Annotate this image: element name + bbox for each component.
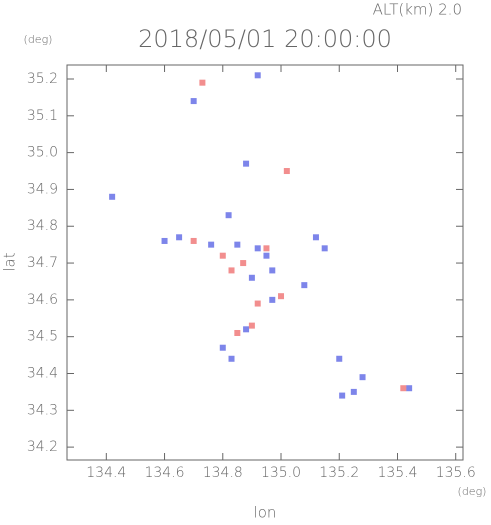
point <box>243 326 250 333</box>
y-tick-label: 34.3 <box>27 402 58 418</box>
y-tick-label: 35.2 <box>27 71 58 87</box>
x-unit: (deg) <box>458 485 487 498</box>
y-tick-label: 34.9 <box>27 181 58 197</box>
point <box>359 374 366 381</box>
point <box>269 296 276 303</box>
point <box>234 329 241 336</box>
point <box>406 385 413 392</box>
point <box>161 237 168 244</box>
chart-title: 2018/05/01 20:00:00 <box>138 25 392 53</box>
point <box>228 355 235 362</box>
point <box>254 245 261 252</box>
point <box>248 274 255 281</box>
point <box>254 300 261 307</box>
y-tick-label: 34.5 <box>27 329 58 345</box>
point <box>219 252 226 259</box>
y-tick-label: 34.8 <box>27 218 58 234</box>
point <box>263 252 270 259</box>
y-axis-label: lat <box>1 252 19 271</box>
point <box>339 392 346 399</box>
y-tick-label: 34.7 <box>27 255 58 271</box>
x-tick-label: 135.4 <box>377 465 417 481</box>
point <box>219 344 226 351</box>
chart-subtitle: ALT(km) 2.0 <box>373 1 462 19</box>
point <box>283 168 290 175</box>
y-tick-label: 35.1 <box>27 108 58 124</box>
point <box>248 322 255 329</box>
point <box>350 388 357 395</box>
y-tick-label: 34.4 <box>27 365 58 381</box>
point <box>228 267 235 274</box>
point <box>301 282 308 289</box>
point <box>400 385 407 392</box>
plot-frame <box>66 64 464 461</box>
point <box>208 241 215 248</box>
y-unit: (deg) <box>24 33 53 46</box>
point <box>199 79 206 86</box>
y-tick-label: 34.2 <box>27 439 58 455</box>
point <box>190 98 197 105</box>
x-tick-label: 134.6 <box>144 465 184 481</box>
x-tick-label: 134.8 <box>203 465 243 481</box>
x-axis-label: lon <box>254 504 277 522</box>
point <box>312 234 319 241</box>
point <box>254 72 261 79</box>
point <box>321 245 328 252</box>
point <box>225 212 232 219</box>
point <box>234 241 241 248</box>
y-tick-label: 35.0 <box>27 145 58 161</box>
point <box>176 234 183 241</box>
point <box>243 160 250 167</box>
point <box>263 245 270 252</box>
x-tick-label: 135.0 <box>261 465 301 481</box>
x-tick-label: 135.2 <box>319 465 359 481</box>
x-tick-label: 135.6 <box>436 465 476 481</box>
point <box>336 355 343 362</box>
point <box>190 237 197 244</box>
point <box>240 260 247 267</box>
point <box>278 293 285 300</box>
x-tick-label: 134.4 <box>86 465 126 481</box>
point <box>109 193 116 200</box>
y-tick-label: 34.6 <box>27 292 58 308</box>
point <box>269 267 276 274</box>
